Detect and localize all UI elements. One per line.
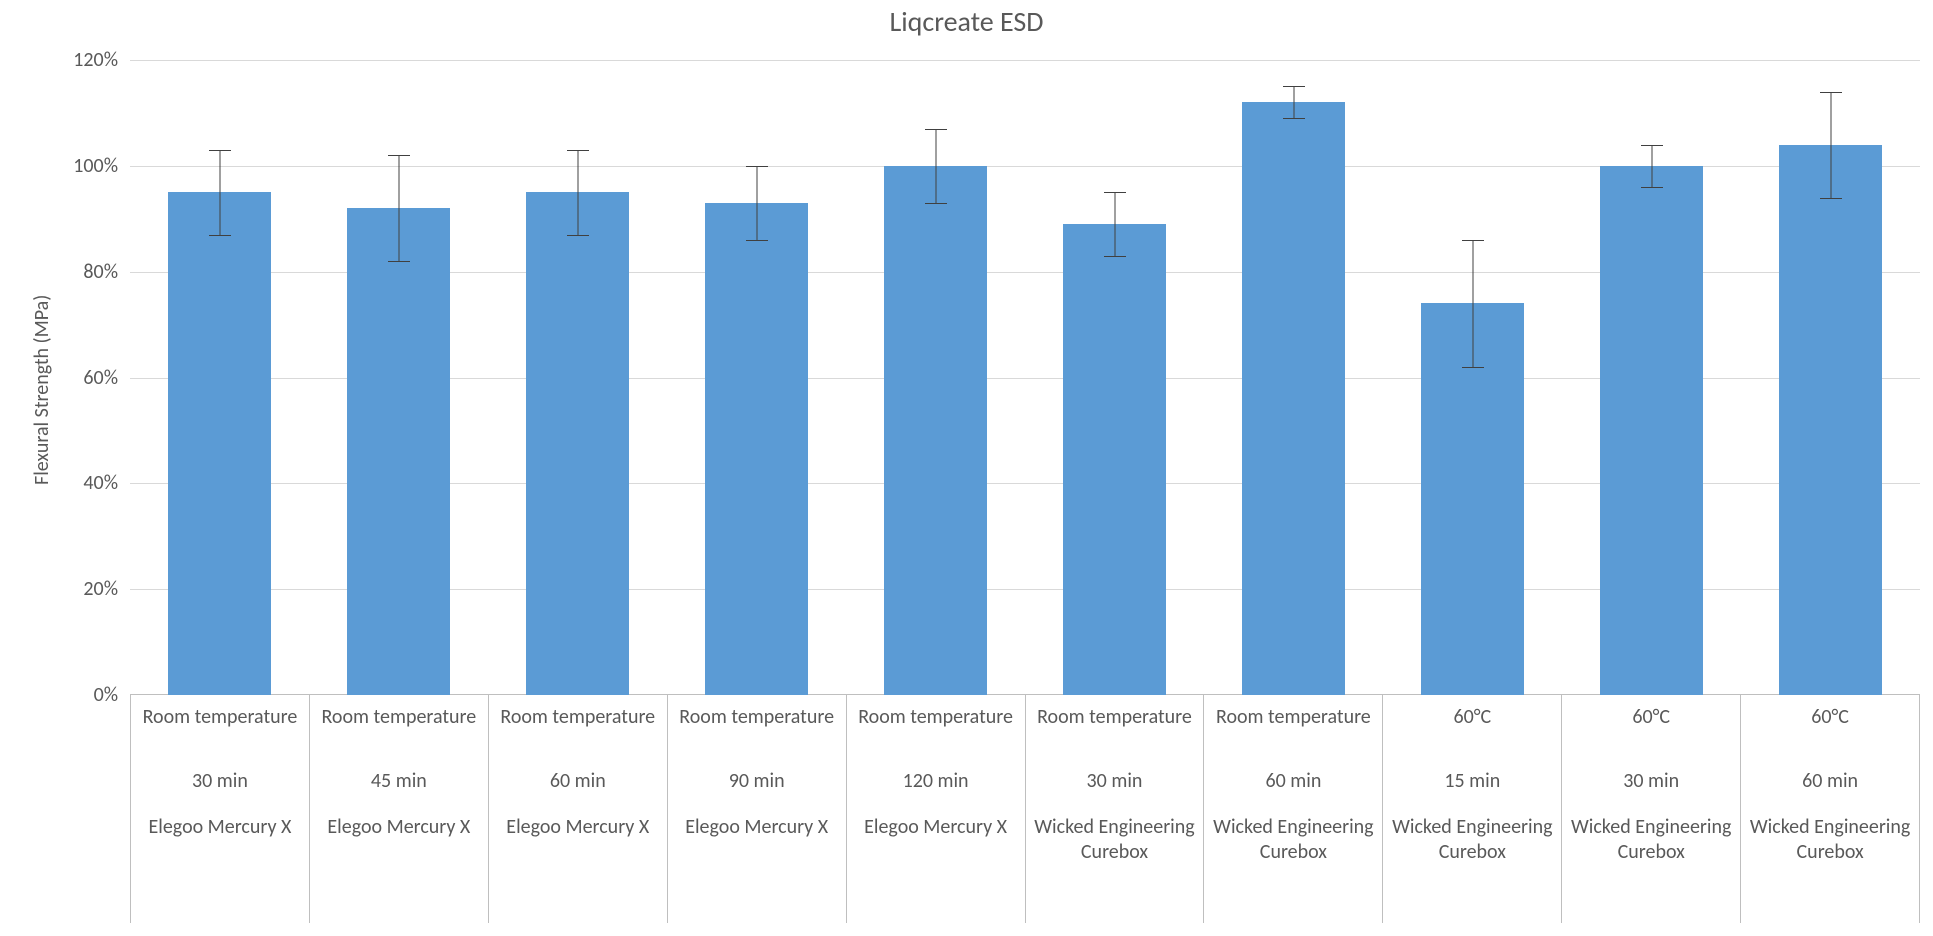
- category-duration: 60 min: [1802, 769, 1858, 794]
- category-device: Elegoo Mercury X: [864, 815, 1007, 840]
- y-tick-label: 100%: [73, 154, 130, 178]
- error-cap: [746, 166, 768, 167]
- error-bar: [1114, 192, 1115, 256]
- error-cap: [1641, 187, 1663, 188]
- error-bar: [1830, 92, 1831, 198]
- category-temperature: Room temperature: [1216, 705, 1371, 730]
- error-bar: [1472, 240, 1473, 367]
- category-duration: 30 min: [1623, 769, 1679, 794]
- error-bar: [1651, 145, 1652, 187]
- category-temperature: Room temperature: [1037, 705, 1192, 730]
- category-column: Room temperature 30 min Elegoo Mercury X: [131, 695, 309, 923]
- y-axis-title: Flexural Strength (MPa): [30, 295, 54, 485]
- category-column: 60°C 30 min Wicked Engineering Curebox: [1562, 695, 1740, 923]
- category-temperature: Room temperature: [500, 705, 655, 730]
- category-device: Wicked Engineering Curebox: [1030, 815, 1200, 865]
- plot-area: 0%20%40%60%80%100%120%: [130, 60, 1920, 695]
- category-duration: 30 min: [1087, 769, 1143, 794]
- error-cap: [746, 240, 768, 241]
- error-cap: [1641, 145, 1663, 146]
- error-cap: [1462, 367, 1484, 368]
- category-temperature: 60°C: [1811, 705, 1849, 730]
- category-duration: 30 min: [192, 769, 248, 794]
- error-cap: [388, 261, 410, 262]
- bar: [884, 166, 986, 695]
- category-duration: 90 min: [729, 769, 785, 794]
- category-temperature: Room temperature: [679, 705, 834, 730]
- gridline: [130, 60, 1920, 61]
- category-device: Wicked Engineering Curebox: [1387, 815, 1557, 865]
- error-cap: [1283, 118, 1305, 119]
- error-cap: [1462, 240, 1484, 241]
- category-device: Elegoo Mercury X: [327, 815, 470, 840]
- error-cap: [388, 155, 410, 156]
- error-bar: [935, 129, 936, 203]
- y-tick-label: 40%: [83, 471, 130, 495]
- bar: [1779, 145, 1881, 695]
- category-separator: [1919, 695, 1920, 923]
- category-duration: 45 min: [371, 769, 427, 794]
- bar: [1600, 166, 1702, 695]
- y-tick-label: 0%: [94, 683, 130, 707]
- category-column: Room temperature 60 min Elegoo Mercury X: [489, 695, 667, 923]
- y-tick-label: 20%: [83, 577, 130, 601]
- bar: [168, 192, 270, 695]
- error-cap: [1104, 256, 1126, 257]
- bar: [1063, 224, 1165, 695]
- error-cap: [209, 150, 231, 151]
- category-device: Elegoo Mercury X: [685, 815, 828, 840]
- category-temperature: Room temperature: [858, 705, 1013, 730]
- category-duration: 15 min: [1444, 769, 1500, 794]
- category-duration: 60 min: [550, 769, 606, 794]
- category-device: Wicked Engineering Curebox: [1566, 815, 1736, 865]
- bar: [526, 192, 628, 695]
- error-bar: [577, 150, 578, 235]
- category-device: Elegoo Mercury X: [506, 815, 649, 840]
- error-cap: [925, 129, 947, 130]
- y-tick-label: 80%: [83, 260, 130, 284]
- error-cap: [1820, 198, 1842, 199]
- category-device: Wicked Engineering Curebox: [1208, 815, 1378, 865]
- category-column: Room temperature 45 min Elegoo Mercury X: [310, 695, 488, 923]
- category-temperature: Room temperature: [321, 705, 476, 730]
- bar: [347, 208, 449, 695]
- chart-title: Liqcreate ESD: [0, 4, 1933, 39]
- x-category-table: Room temperature30 minElegoo Mercury XRo…: [130, 695, 1920, 923]
- category-column: 60°C 15 min Wicked Engineering Curebox: [1383, 695, 1561, 923]
- error-cap: [567, 235, 589, 236]
- category-column: Room temperature 120 min Elegoo Mercury X: [847, 695, 1025, 923]
- category-device: Elegoo Mercury X: [148, 815, 291, 840]
- error-bar: [756, 166, 757, 240]
- error-bar: [398, 155, 399, 261]
- error-cap: [1283, 86, 1305, 87]
- category-column: Room temperature 90 min Elegoo Mercury X: [668, 695, 846, 923]
- error-bar: [219, 150, 220, 235]
- category-temperature: 60°C: [1453, 705, 1491, 730]
- y-tick-label: 60%: [83, 366, 130, 390]
- error-cap: [1104, 192, 1126, 193]
- category-temperature: 60°C: [1632, 705, 1670, 730]
- chart-root: Liqcreate ESD Flexural Strength (MPa) 0%…: [0, 0, 1933, 936]
- error-cap: [209, 235, 231, 236]
- error-cap: [567, 150, 589, 151]
- bar: [705, 203, 807, 695]
- error-cap: [925, 203, 947, 204]
- category-duration: 120 min: [903, 769, 969, 794]
- category-duration: 60 min: [1265, 769, 1321, 794]
- category-column: Room temperature 30 min Wicked Engineering…: [1026, 695, 1204, 923]
- y-tick-label: 120%: [73, 48, 130, 72]
- category-device: Wicked Engineering Curebox: [1745, 815, 1915, 865]
- error-bar: [1293, 86, 1294, 118]
- category-column: 60°C 60 min Wicked Engineering Curebox: [1741, 695, 1919, 923]
- category-column: Room temperature 60 min Wicked Engineering…: [1204, 695, 1382, 923]
- error-cap: [1820, 92, 1842, 93]
- category-temperature: Room temperature: [143, 705, 298, 730]
- bar: [1242, 102, 1344, 695]
